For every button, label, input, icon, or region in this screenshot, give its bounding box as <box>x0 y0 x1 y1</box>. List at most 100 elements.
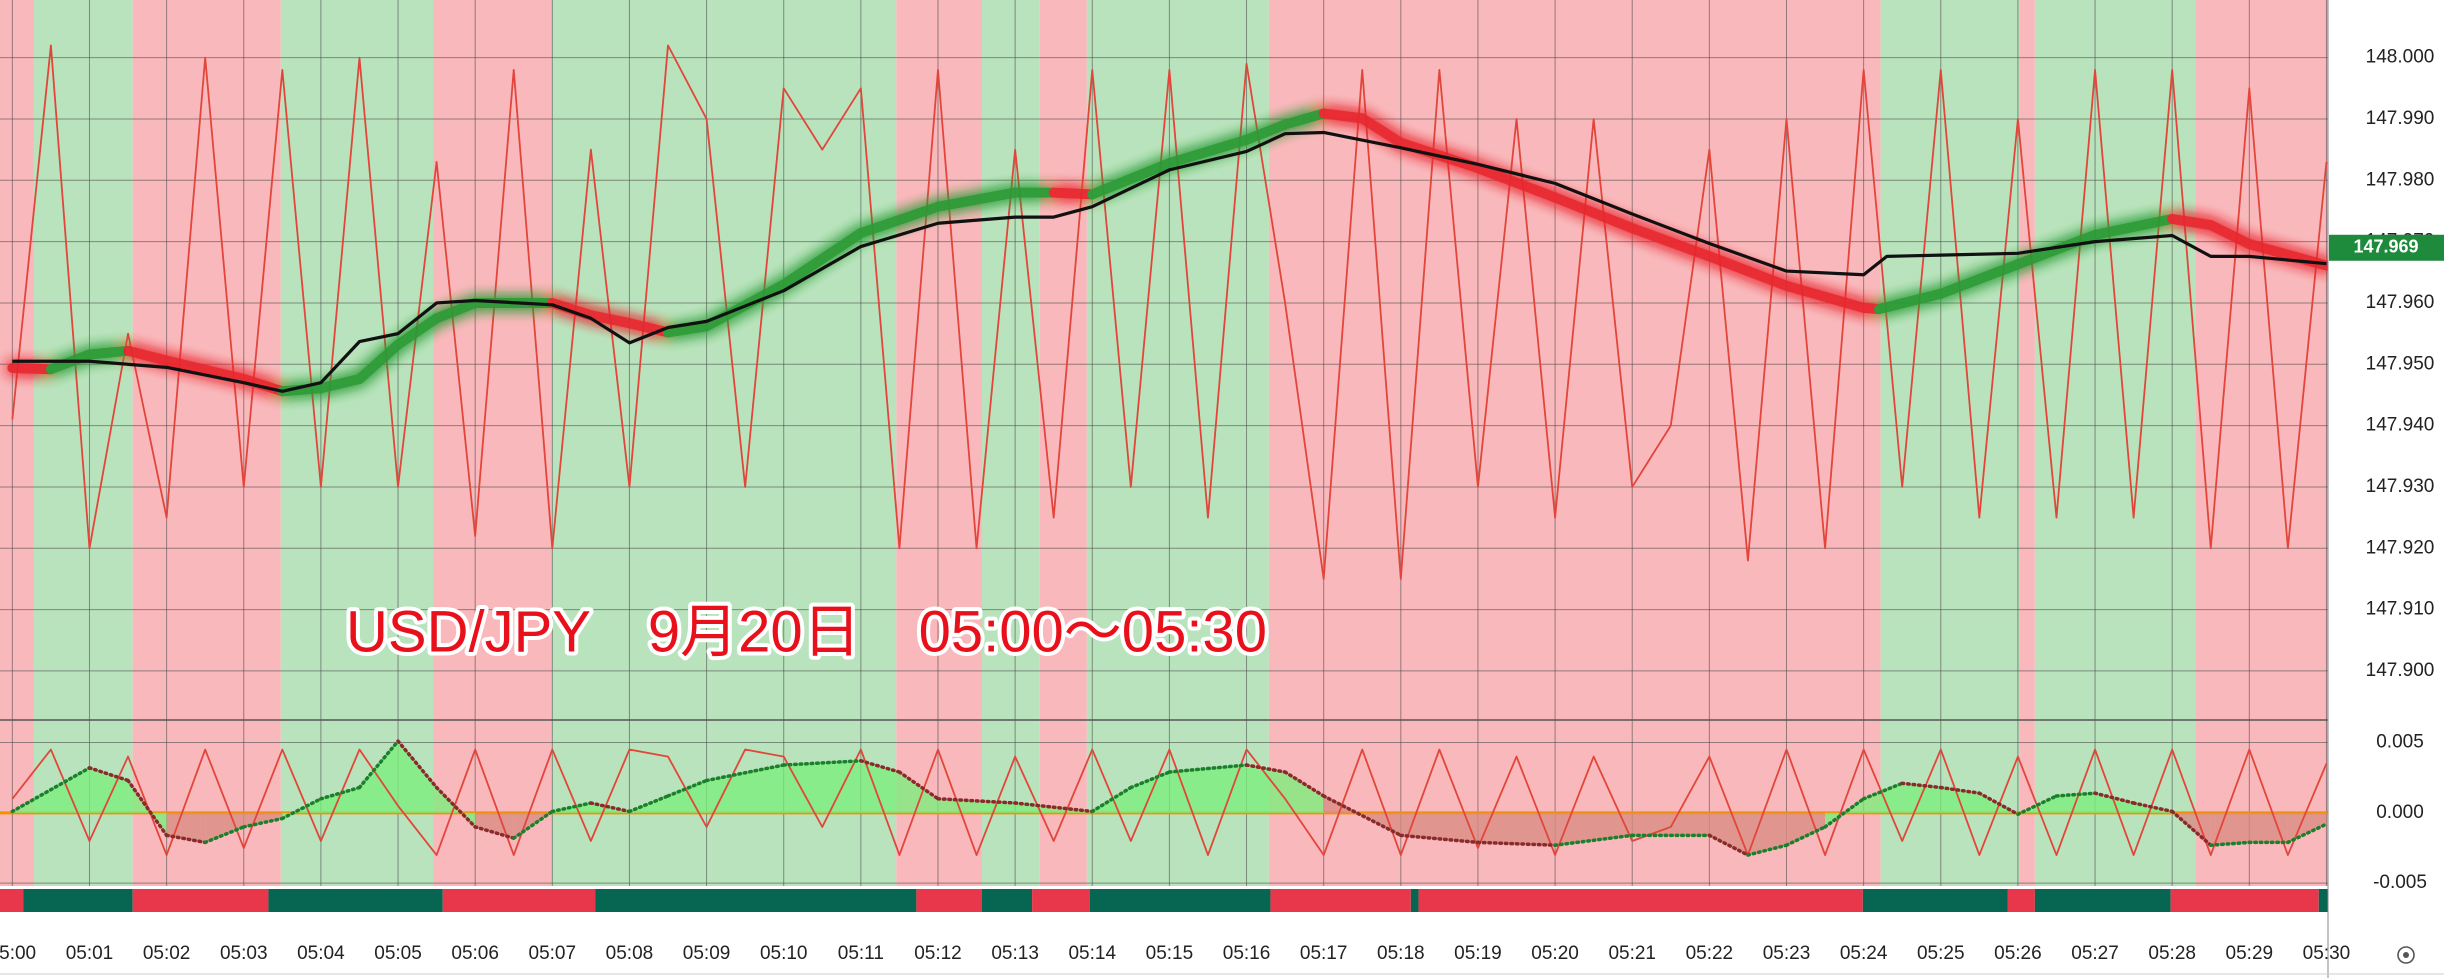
trend-segment <box>2167 213 2216 231</box>
trend-segment <box>1823 797 1866 829</box>
trend-segment <box>1939 785 1982 795</box>
state-band <box>0 0 34 886</box>
strip-segment <box>2318 889 2328 912</box>
state-band <box>1268 0 1881 886</box>
y-tick-label: 147.920 <box>2366 537 2435 558</box>
x-tick-label: 05:08 <box>606 943 654 964</box>
bands <box>0 0 2328 886</box>
x-tick-label: 05:07 <box>529 943 577 964</box>
trend-segment <box>1707 833 1750 857</box>
trend-segment <box>1129 770 1172 790</box>
trend-segment <box>936 797 1017 805</box>
x-tick-label: 05:05 <box>374 943 422 964</box>
trend-segment <box>1013 801 1095 814</box>
oscillator-fill <box>1902 783 1941 813</box>
oscillator-fill <box>205 812 244 843</box>
trend-segment <box>357 739 400 790</box>
trend-segment <box>123 345 172 366</box>
oscillator-fill <box>668 780 707 813</box>
grid <box>0 0 2328 886</box>
state-band <box>981 0 1040 886</box>
x-tick-label: 05:01 <box>66 943 114 964</box>
oscillator-fill <box>1555 812 1633 846</box>
x-tick-label: 05:21 <box>1608 943 1656 964</box>
trend-segment <box>2054 791 2097 798</box>
trend-segment <box>1164 134 1252 169</box>
oscillator-fill <box>1863 783 1903 813</box>
last-price-box <box>2329 234 2444 261</box>
state-band <box>1039 0 1087 886</box>
x-tick-label: 05:29 <box>2226 943 2274 964</box>
trend-segment <box>1977 791 2020 817</box>
trend-segment <box>164 833 207 845</box>
trend-segment <box>2286 822 2328 845</box>
trend-segment <box>663 321 712 338</box>
trend-segment <box>1550 192 1638 234</box>
settings-icon[interactable] <box>2397 946 2415 964</box>
trend-segment <box>315 374 365 394</box>
trend-segment <box>1704 251 1792 291</box>
x-tick-label: 05:15 <box>1146 943 1194 964</box>
trend-segment <box>431 297 481 324</box>
strip-segment <box>23 889 133 912</box>
x-tick-label: 05:26 <box>1994 943 2042 964</box>
trend-segment <box>1935 259 2023 299</box>
state-band <box>2034 0 2196 886</box>
oscillator-fill <box>2210 812 2250 846</box>
y-tick-label: 147.900 <box>2366 660 2435 681</box>
trend-segment <box>550 801 593 814</box>
state-band <box>280 0 434 886</box>
trend-segment <box>242 816 285 829</box>
oscillator-fill <box>783 760 861 813</box>
strip-segment <box>442 889 596 912</box>
strip-segment <box>2007 889 2035 912</box>
trend-segment <box>1746 843 1789 857</box>
x-tick-label: 05:13 <box>991 943 1039 964</box>
y-tick-label: 147.950 <box>2366 353 2435 374</box>
x-tick-label: 05:18 <box>1377 943 1425 964</box>
y-tick-label: 0.000 <box>2376 802 2424 823</box>
y-tick-label: 147.960 <box>2366 292 2435 313</box>
trend-segment <box>1784 825 1827 847</box>
oscillator-pane <box>0 739 2328 857</box>
x-tick-label: 05:09 <box>683 943 731 964</box>
series-line <box>12 130 2327 393</box>
trend-segment <box>627 794 670 814</box>
x-tick-label: 05:11 <box>838 943 884 964</box>
x-tick-label: 05:14 <box>1068 943 1116 964</box>
state-band <box>1880 0 2020 886</box>
x-tick-label: 05:04 <box>297 943 345 964</box>
x-tick-label: 05:10 <box>760 943 808 964</box>
oscillator-fill <box>1130 772 1170 813</box>
trend-segment <box>1874 288 1946 315</box>
trend-segment <box>203 825 246 845</box>
x-tick-label: 05:25 <box>1917 943 1965 964</box>
series-line <box>11 748 2328 856</box>
strip-segment <box>0 889 24 912</box>
state-band <box>2019 0 2035 886</box>
strip-segment <box>2170 889 2319 912</box>
trend-segment <box>855 201 943 239</box>
trend-segment <box>161 355 249 385</box>
y-tick-label: 147.910 <box>2366 599 2435 620</box>
x-tick-label: 05:16 <box>1223 943 1271 964</box>
oscillator-fill <box>899 772 938 813</box>
trend-segment <box>1399 833 1480 845</box>
trend-segment <box>1241 119 1291 145</box>
strip-segment <box>595 889 917 912</box>
oscillator-fill <box>1747 812 1787 856</box>
trend-segment <box>84 345 134 360</box>
trend-segment <box>1167 763 1249 774</box>
trend-segment <box>1472 163 1561 203</box>
trend-segment <box>859 759 902 774</box>
oscillator-fill <box>1477 812 1556 846</box>
trend-segment <box>1283 770 1326 798</box>
oscillator-fill <box>166 812 206 843</box>
strip-segment <box>1032 889 1090 912</box>
x-tick-label: 05:22 <box>1686 943 1734 964</box>
trend-segment <box>126 778 169 838</box>
state-strip <box>0 889 2328 912</box>
y-tick-label: 147.930 <box>2366 476 2435 497</box>
strip-segment <box>132 889 269 912</box>
